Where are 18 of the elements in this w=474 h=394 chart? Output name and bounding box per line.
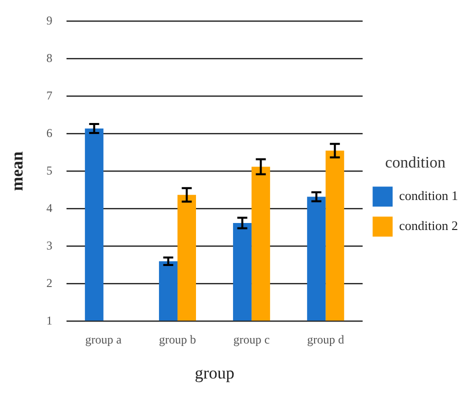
y-tick-label: 4 (46, 200, 52, 215)
legend-title: condition (385, 154, 446, 172)
x-tick-label: group a (85, 332, 122, 347)
y-tick-label: 5 (46, 163, 52, 178)
x-tick-label: group b (158, 332, 196, 347)
x-tick-label: group c (233, 332, 270, 347)
y-tick-label: 8 (46, 50, 52, 65)
y-tick-label: 3 (46, 238, 52, 252)
y-tick-label: 6 (46, 126, 52, 140)
x-axis-title: group (194, 363, 234, 382)
x-tick-label: group d (307, 332, 344, 347)
y-tick-label: 1 (46, 313, 52, 328)
legend-label: condition 1 (399, 188, 458, 204)
y-axis-title: mean (8, 150, 27, 192)
y-tick-label: 7 (46, 88, 52, 102)
y-tick-label: 2 (46, 276, 52, 290)
legend-label: condition 2 (399, 218, 458, 234)
y-tick-label: 9 (46, 13, 52, 28)
